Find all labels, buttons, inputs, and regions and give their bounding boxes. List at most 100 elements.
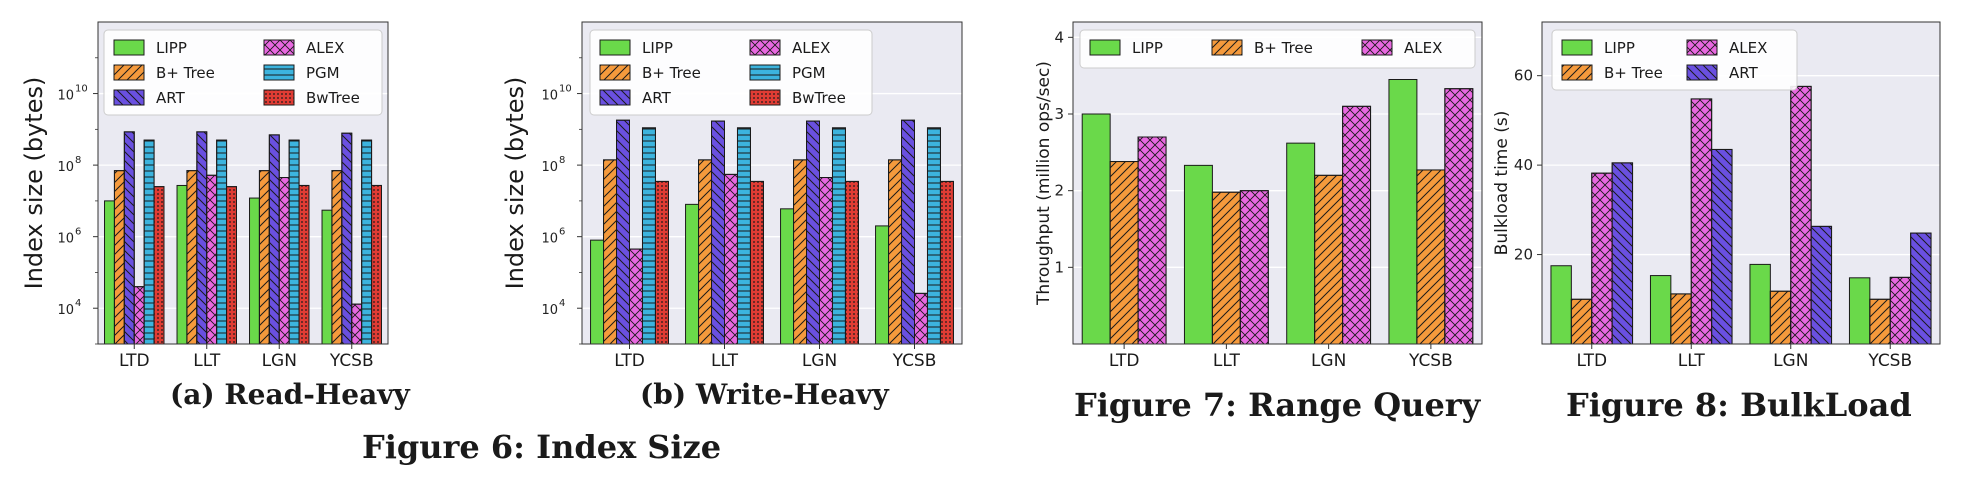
read-heavy-bar-btree-llt-hatch bbox=[186, 170, 198, 345]
bulkload-legend-label: LIPP bbox=[1604, 39, 1635, 57]
read-heavy-bar-alex-llt-hatch bbox=[206, 174, 218, 345]
bulkload-legend-swatch-hatch bbox=[1686, 64, 1718, 81]
read-heavy-legend-label: B+ Tree bbox=[156, 64, 215, 82]
read-heavy-xtick-label: LTD bbox=[119, 351, 150, 371]
write-heavy-bar-btree-ycsb-hatch bbox=[888, 159, 903, 345]
read-heavy-legend-swatch-hatch bbox=[263, 89, 295, 106]
read-heavy-bar-alex-ltd-hatch bbox=[133, 286, 145, 345]
read-heavy-legend-swatch-hatch bbox=[113, 89, 145, 106]
read-heavy-bar-lipp-ltd bbox=[104, 200, 115, 345]
bulkload-bar-lipp-llt bbox=[1649, 275, 1672, 345]
write-heavy-bar-btree-ltd-hatch bbox=[603, 159, 618, 345]
read-heavy-bar-bwtree-lgn-hatch bbox=[298, 184, 310, 345]
write-heavy-legend-swatch-hatch bbox=[599, 64, 631, 81]
read-heavy-ytick-label: 10 bbox=[57, 160, 74, 175]
read-heavy-bar-art-ycsb-hatch bbox=[341, 132, 353, 345]
bulkload-ytick-label: 20 bbox=[1514, 246, 1533, 264]
write-heavy-legend-label: PGM bbox=[792, 64, 826, 82]
write-heavy-bar-bwtree-lgn-hatch bbox=[844, 180, 859, 345]
write-heavy-bar-pgm-llt-hatch bbox=[736, 127, 751, 345]
read-heavy-bar-btree-lgn-hatch bbox=[258, 170, 270, 345]
read-heavy-bar-bwtree-ltd-hatch bbox=[153, 186, 165, 345]
write-heavy-ylabel: Index size (bytes) bbox=[501, 77, 529, 290]
bulkload-bar-art-llt-hatch bbox=[1711, 148, 1733, 345]
read-heavy-xtick-label: LGN bbox=[262, 351, 297, 371]
read-heavy-bar-bwtree-llt-hatch bbox=[226, 186, 237, 345]
bulkload-bar-alex-ycsb-hatch bbox=[1889, 276, 1912, 345]
range-query-bar-lipp-ltd bbox=[1081, 113, 1111, 345]
bulkload-bar-lipp-lgn bbox=[1749, 263, 1771, 345]
read-heavy-bar-art-ltd-hatch bbox=[123, 131, 135, 345]
range-query-bar-alex-ltd-hatch bbox=[1137, 136, 1167, 345]
write-heavy-bar-art-ycsb-hatch bbox=[901, 119, 915, 345]
write-heavy-bar-bwtree-ltd-hatch bbox=[654, 180, 669, 345]
write-heavy-bar-alex-ltd-hatch bbox=[629, 248, 643, 345]
read-heavy-legend-label: BwTree bbox=[306, 89, 360, 107]
write-heavy-bar-btree-lgn-hatch bbox=[793, 159, 808, 345]
bulkload-bar-lipp-ycsb bbox=[1848, 277, 1871, 345]
read-heavy-legend-label: ALEX bbox=[306, 39, 344, 57]
write-heavy-bar-art-lgn-hatch bbox=[806, 120, 820, 345]
write-heavy-legend-swatch-hatch bbox=[749, 39, 781, 56]
write-heavy-ytick-exponent: 6 bbox=[559, 227, 565, 238]
range-query-legend-label: B+ Tree bbox=[1254, 39, 1313, 57]
caption-figure-7: Figure 7: Range Query bbox=[1074, 386, 1481, 424]
write-heavy-bar-lipp-ycsb bbox=[875, 225, 890, 345]
read-heavy-legend-swatch-hatch bbox=[263, 64, 295, 81]
read-heavy-xtick-label: YCSB bbox=[329, 351, 374, 371]
write-heavy-legend-swatch-hatch bbox=[749, 89, 781, 106]
write-heavy-bar-pgm-ycsb-hatch bbox=[926, 127, 941, 345]
bulkload-bar-btree-llt-hatch bbox=[1670, 293, 1692, 345]
bulkload-bar-btree-lgn-hatch bbox=[1769, 290, 1792, 345]
range-query-legend-swatch-hatch bbox=[1361, 39, 1393, 56]
bulkload-legend bbox=[1551, 29, 1798, 91]
write-heavy-bar-bwtree-llt-hatch bbox=[749, 180, 764, 345]
bulkload-plot-frame bbox=[1541, 21, 1941, 345]
write-heavy-legend-label: B+ Tree bbox=[642, 64, 701, 82]
read-heavy-bar-pgm-lgn-hatch bbox=[288, 139, 300, 345]
write-heavy-bar-lipp-ltd bbox=[590, 239, 605, 345]
read-heavy-ytick-exponent: 10 bbox=[75, 84, 88, 95]
read-heavy-plot-frame bbox=[97, 21, 389, 345]
range-query-ytick-label: 1 bbox=[1054, 258, 1064, 276]
bulkload-bar-btree-ycsb-hatch bbox=[1869, 298, 1891, 345]
bulkload-xtick-label: LLT bbox=[1678, 351, 1706, 371]
read-heavy-legend-swatch-hatch bbox=[113, 64, 145, 81]
range-query-bar-lipp-lgn bbox=[1286, 142, 1316, 345]
read-heavy-bar-lipp-lgn bbox=[249, 197, 260, 345]
bulkload-xtick-label: YCSB bbox=[1867, 351, 1912, 371]
caption-write-heavy: (b) Write-Heavy bbox=[640, 378, 889, 411]
range-query-bar-btree-ltd-hatch bbox=[1109, 161, 1139, 345]
write-heavy-legend-swatch-hatch bbox=[599, 89, 631, 106]
write-heavy-ytick-exponent: 8 bbox=[559, 155, 565, 166]
read-heavy-bar-art-llt-hatch bbox=[196, 131, 208, 345]
bulkload-legend-label: ALEX bbox=[1729, 39, 1767, 57]
write-heavy-bar-art-llt-hatch bbox=[711, 120, 725, 345]
write-heavy-bar-bwtree-ycsb-hatch bbox=[939, 180, 954, 345]
caption-read-heavy: (a) Read-Heavy bbox=[170, 378, 410, 411]
write-heavy-bar-pgm-ltd-hatch bbox=[641, 127, 656, 345]
range-query-legend-swatch bbox=[1089, 39, 1121, 56]
write-heavy-legend-swatch bbox=[599, 39, 631, 56]
bulkload-ytick-label: 40 bbox=[1514, 156, 1533, 174]
bulkload-ytick-label: 60 bbox=[1514, 67, 1533, 85]
read-heavy-bar-pgm-ltd-hatch bbox=[143, 139, 155, 345]
read-heavy-bar-btree-ycsb-hatch bbox=[331, 170, 343, 345]
bulkload-ylabel: Bulkload time (s) bbox=[1492, 111, 1512, 256]
caption-figure-6: Figure 6: Index Size bbox=[362, 428, 722, 466]
read-heavy-bar-art-lgn-hatch bbox=[268, 134, 280, 345]
range-query-ytick-label: 4 bbox=[1054, 28, 1064, 46]
write-heavy-bar-lipp-lgn bbox=[780, 208, 795, 345]
bulkload-xtick-label: LGN bbox=[1773, 351, 1808, 371]
range-query-bar-btree-llt-hatch bbox=[1211, 191, 1241, 345]
read-heavy-ytick-exponent: 4 bbox=[75, 298, 81, 309]
range-query-legend-label: LIPP bbox=[1132, 39, 1163, 57]
write-heavy-xtick-label: LTD bbox=[614, 351, 645, 371]
bulkload-bar-art-ltd-hatch bbox=[1611, 162, 1634, 345]
read-heavy-legend-label: LIPP bbox=[156, 39, 187, 57]
write-heavy-bar-art-ltd-hatch bbox=[616, 119, 630, 345]
bulkload-bar-alex-lgn-hatch bbox=[1790, 85, 1812, 345]
write-heavy-legend-label: ART bbox=[642, 89, 672, 107]
range-query-bar-alex-llt-hatch bbox=[1239, 190, 1269, 345]
